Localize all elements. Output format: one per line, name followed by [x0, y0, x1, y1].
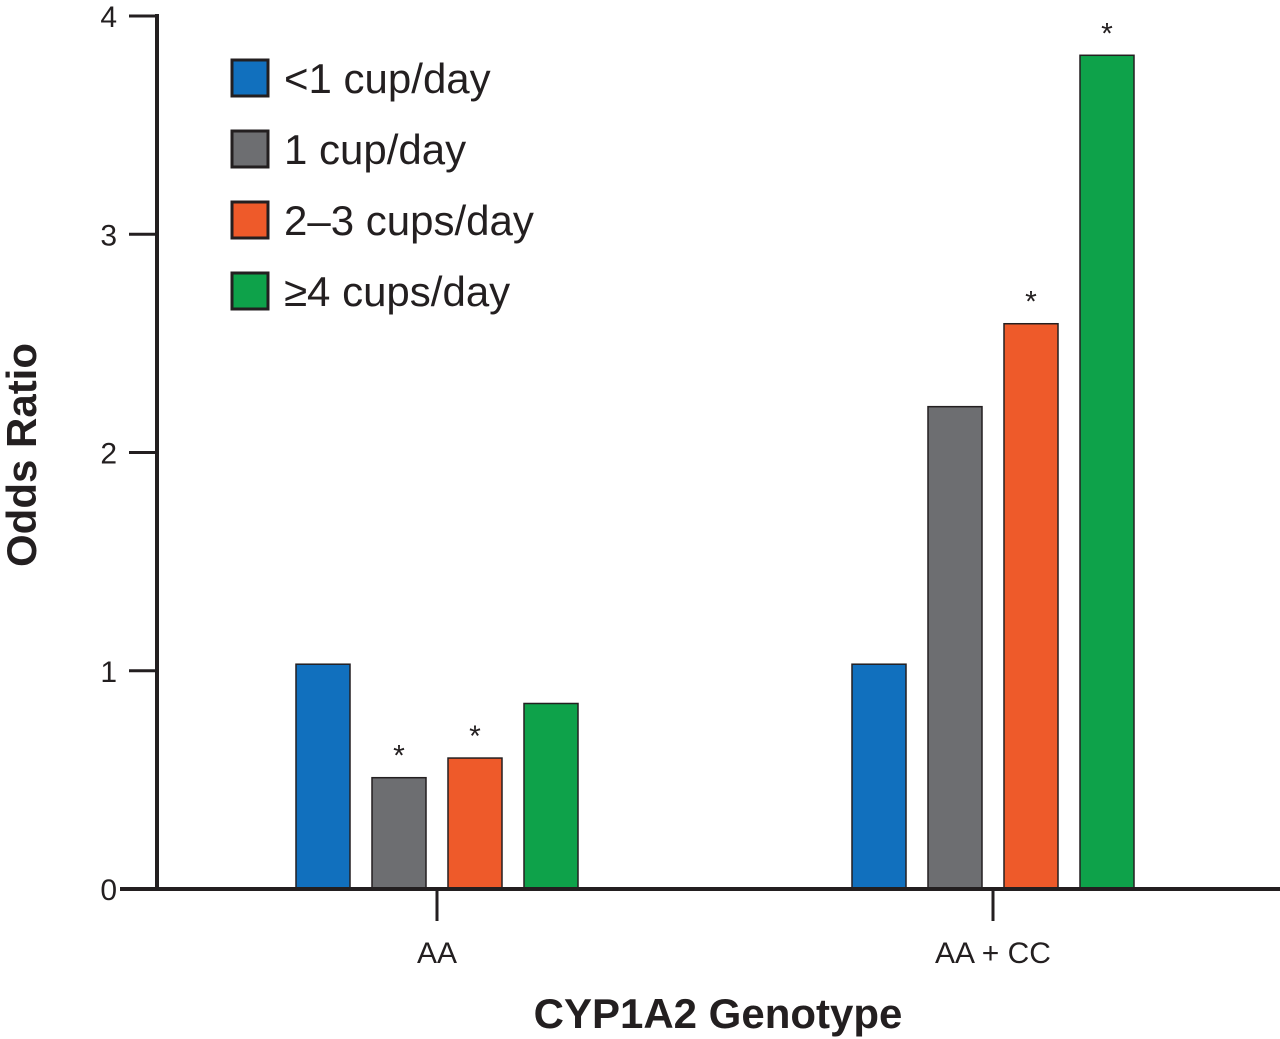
x-axis-label: CYP1A2 Genotype: [534, 990, 903, 1037]
y-tick-label: 3: [100, 219, 117, 252]
legend-swatch: [230, 129, 270, 169]
bar: [523, 702, 579, 890]
legend-swatch: [230, 58, 270, 98]
y-tick-label: 0: [100, 874, 117, 907]
y-tick-label: 4: [100, 1, 117, 34]
significance-marker: *: [469, 720, 481, 753]
legend-label: 1 cup/day: [284, 126, 466, 173]
y-tick-label: 2: [100, 438, 117, 471]
bar: [447, 757, 503, 890]
x-tick-label: AA + CC: [935, 937, 1051, 970]
legend-swatch: [230, 200, 270, 240]
significance-marker: *: [393, 740, 405, 773]
bar: [295, 663, 351, 890]
x-axis: AA AA + CC: [120, 887, 1280, 970]
y-axis: 0 1 2 3 4: [100, 1, 159, 907]
legend-label: ≥4 cups/day: [284, 268, 510, 315]
significance-marker: *: [1101, 17, 1113, 50]
y-tick-label: 1: [100, 656, 117, 689]
bar: [371, 776, 427, 890]
legend-swatch: [230, 271, 270, 311]
bar: [1003, 322, 1059, 890]
significance-marker: *: [1025, 286, 1037, 319]
legend-label: <1 cup/day: [284, 55, 491, 102]
y-axis-label: Odds Ratio: [0, 343, 45, 567]
bar: [927, 405, 983, 890]
legend-label: 2–3 cups/day: [284, 197, 534, 244]
bar: [851, 663, 907, 890]
x-tick-label: AA: [417, 937, 457, 970]
bar: [1079, 54, 1135, 890]
legend: <1 cup/day 1 cup/day 2–3 cups/day ≥4 cups/d…: [230, 55, 534, 315]
bars-group: * * * *: [295, 17, 1135, 890]
